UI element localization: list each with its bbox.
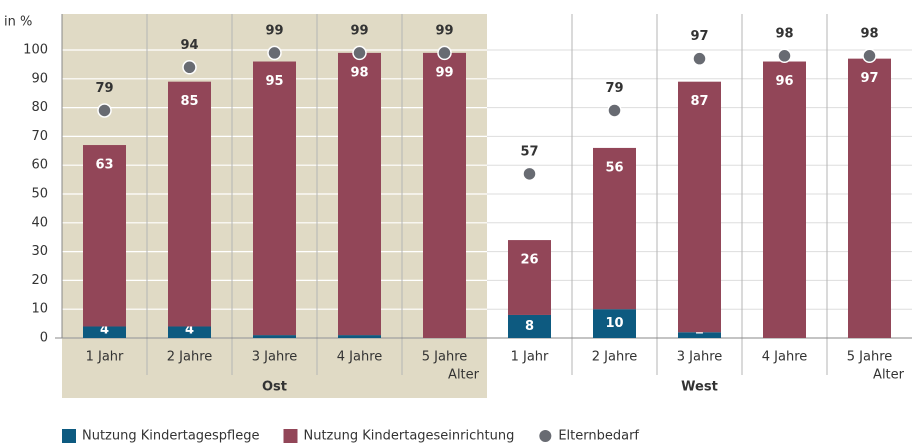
data-label: 79 [605, 81, 623, 96]
y-tick-label: 0 [40, 331, 48, 346]
bar-segment [168, 81, 211, 327]
y-tick-label: 100 [23, 43, 48, 58]
bar-segment [83, 145, 126, 327]
x-tick-label: 3 Jahre [252, 350, 298, 365]
x-tick-label: 5 Jahre [422, 350, 468, 365]
y-axis-label: in % [4, 15, 32, 30]
y-tick-label: 40 [31, 215, 48, 230]
bar-segment [508, 314, 551, 338]
data-label: 98 [775, 26, 793, 41]
x-tick-label: 4 Jahre [762, 350, 808, 365]
data-label: 26 [520, 253, 538, 268]
demand-dot [862, 48, 877, 64]
data-label: 99 [435, 23, 453, 38]
x-tick-label: 2 Jahre [167, 350, 213, 365]
x-tick-label: 4 Jahre [337, 350, 383, 365]
x-axis-label: Alter [873, 368, 905, 383]
y-tick-label: 70 [31, 129, 48, 144]
x-tick-label: 2 Jahre [592, 350, 638, 365]
data-label: 95 [265, 74, 283, 89]
data-label: 97 [860, 71, 878, 86]
bar-segment [593, 309, 636, 338]
data-label: 63 [95, 158, 113, 173]
demand-dot [352, 45, 367, 61]
data-label: 8 [525, 319, 534, 334]
bar-segment [253, 335, 296, 338]
y-tick-label: 30 [31, 244, 48, 259]
demand-dot [437, 45, 452, 61]
data-label: 57 [520, 144, 538, 159]
demand-dot [97, 103, 112, 118]
bar-segment [423, 52, 466, 338]
y-tick-label: 20 [31, 273, 48, 288]
legend-label: Elternbedarf [558, 429, 639, 444]
data-label: 4 [185, 323, 194, 338]
bar-segment [508, 240, 551, 315]
data-label: 99 [435, 65, 453, 80]
legend-label: Nutzung Kindertageseinrichtung [304, 429, 515, 444]
x-tick-label: 1 Jahr [511, 350, 549, 365]
legend-marker [62, 429, 76, 443]
data-label: 96 [775, 74, 793, 89]
bar-segment [593, 147, 636, 310]
bar-segment [83, 326, 126, 338]
x-tick-label: 5 Jahre [847, 350, 893, 365]
y-tick-label: 10 [31, 302, 48, 317]
bar-segment [678, 81, 721, 333]
legend-marker [539, 430, 552, 442]
bar-segment [763, 61, 806, 339]
y-tick-label: 60 [31, 158, 48, 173]
demand-dot [607, 103, 622, 118]
demand-dot [267, 45, 282, 61]
group-label: Ost [262, 380, 287, 395]
data-label: 87 [690, 94, 708, 109]
bar-segment [168, 326, 211, 338]
data-label: 10 [605, 316, 623, 331]
data-label: 4 [100, 323, 109, 338]
data-label: 79 [95, 81, 113, 96]
y-tick-label: 90 [31, 71, 48, 86]
demand-dot [777, 48, 792, 64]
data-label: 97 [690, 29, 708, 44]
data-label: 98 [860, 26, 878, 41]
bar-segment [253, 61, 296, 336]
x-tick-label: 3 Jahre [677, 350, 723, 365]
data-label: 98 [350, 65, 368, 80]
bar-segment [338, 52, 381, 336]
data-label: 94 [180, 38, 198, 53]
legend-marker [283, 429, 298, 443]
x-tick-label: 1 Jahr [86, 350, 124, 365]
data-label: 99 [350, 23, 368, 38]
bar-segment [678, 332, 721, 338]
x-axis-label: Alter [448, 368, 480, 383]
data-label: 56 [605, 160, 623, 175]
data-label: 85 [180, 94, 198, 109]
demand-dot [522, 166, 537, 182]
bar-segment [338, 335, 381, 338]
y-tick-label: 80 [31, 100, 48, 115]
data-label: 99 [265, 23, 283, 38]
bar-segment [848, 58, 891, 338]
group-label: West [681, 380, 718, 395]
y-tick-label: 50 [31, 187, 48, 202]
demand-dot [182, 60, 197, 75]
legend-label: Nutzung Kindertagespflege [82, 429, 260, 444]
demand-dot [692, 51, 707, 66]
